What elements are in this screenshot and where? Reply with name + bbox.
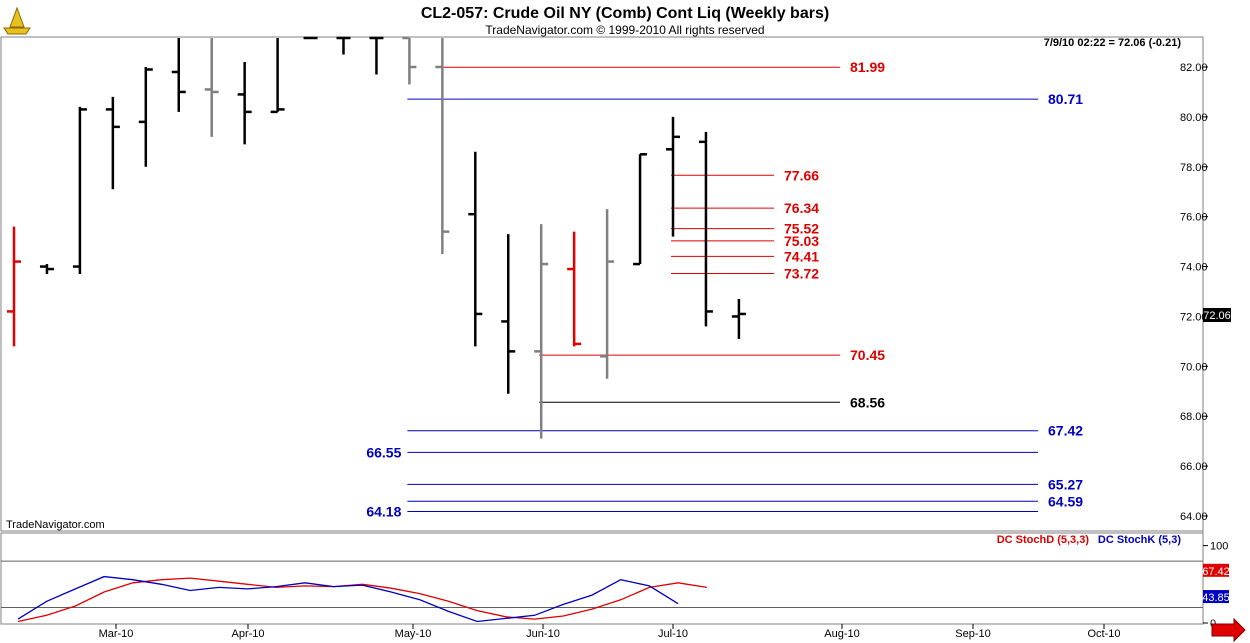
level-label: 77.66: [784, 167, 819, 183]
level-label: 73.72: [784, 266, 819, 282]
price-bar: [7, 226, 21, 347]
logo: [3, 6, 31, 35]
x-tick-label: Sep-10: [955, 628, 990, 640]
level-label: 66.55: [366, 444, 401, 460]
x-tick-label: Aug-10: [824, 628, 859, 640]
stoch-d-line: [17, 577, 707, 623]
price-bar: [698, 131, 713, 327]
price-bar: [633, 153, 648, 266]
x-tick-label: Jul-10: [658, 628, 688, 640]
price-bar: [72, 106, 87, 275]
level-label: 74.41: [784, 248, 819, 264]
y-tick-label: 74.00: [1180, 262, 1208, 274]
level-label: 64.59: [1048, 493, 1083, 509]
price-bar: [534, 224, 549, 439]
scroll-right-arrow[interactable]: [1211, 617, 1246, 643]
price-bar: [204, 38, 219, 137]
y-tick-label: 70.00: [1180, 361, 1208, 373]
y-tick-label: 82.00: [1180, 62, 1208, 74]
price-axis: 82.00 80.00 78.00 76.00 74.00 72.00 70.00 68.00…: [1180, 62, 1208, 523]
price-bar: [270, 38, 285, 114]
level-label: 75.52: [784, 221, 819, 237]
ship-wheel-icon: [3, 6, 31, 35]
stoch-k-tag-value: 43.85: [1202, 592, 1230, 604]
stoch-k-line: [17, 575, 679, 623]
y-tick-label: 76.00: [1180, 212, 1208, 224]
price-bar: [138, 67, 153, 167]
y-tick-label: 68.00: [1180, 411, 1208, 423]
price-bar: [336, 36, 351, 55]
x-tick-label: Mar-10: [99, 628, 134, 640]
level-label: 81.99: [850, 59, 885, 75]
stoch-d-tag-value: 67.42: [1202, 566, 1230, 578]
y-tick-label: 78.00: [1180, 162, 1208, 174]
price-bar: [369, 36, 384, 75]
level-label: 68.56: [850, 394, 885, 410]
level-label: 64.18: [366, 504, 401, 520]
price-tag-value: 72.06: [1203, 310, 1231, 322]
x-tick-label: Jun-10: [526, 628, 560, 640]
price-tag: 72.06: [1203, 308, 1231, 322]
level-label: 65.27: [1048, 476, 1083, 492]
level-label: 67.42: [1048, 423, 1083, 439]
y-tick-label: 66.00: [1180, 461, 1208, 473]
price-bar: [171, 38, 186, 112]
y-tick-label: 64.00: [1180, 511, 1208, 523]
level-label: 75.03: [784, 233, 819, 249]
last-quote: 7/9/10 02:22 = 72.06 (-0.21): [1044, 37, 1182, 49]
stoch-k-tag: [1203, 590, 1229, 604]
x-tick-label: May-10: [395, 628, 432, 640]
price-bar: [435, 38, 450, 255]
chart-subtitle: TradeNavigator.com © 1999-2010 All right…: [485, 23, 764, 37]
x-tick-label: Apr-10: [231, 628, 264, 640]
price-tag-box: [1203, 308, 1231, 322]
level-label: 70.45: [850, 347, 885, 363]
price-panel-frame: [0, 36, 1204, 532]
x-tick-label: Oct-10: [1087, 628, 1120, 640]
date-axis: Mar-10 Apr-10 May-10 Jun-10 Jul-10 Aug-10 Sep-…: [99, 624, 1121, 640]
price-bar: [468, 151, 483, 347]
price-bar: [501, 234, 516, 394]
price-bar: [402, 36, 417, 85]
price-bar: [105, 96, 120, 190]
price-bars: [7, 36, 746, 439]
legend-stoch-d: DC StochD (5,3,3): [997, 534, 1090, 546]
stoch-tick-label: 100: [1210, 541, 1228, 553]
y-tick-label: 72.00: [1180, 311, 1208, 323]
price-bar: [237, 62, 252, 145]
level-label: 76.34: [784, 200, 819, 216]
price-bar: [600, 209, 615, 379]
watermark: TradeNavigator.com: [6, 519, 105, 531]
level-label: 80.71: [1048, 91, 1083, 107]
stoch-d-tag: [1203, 563, 1229, 577]
chart-title: CL2-057: Crude Oil NY (Comb) Cont Liq (W…: [421, 5, 829, 22]
legend-stoch-k: DC StochK (5,3): [1098, 534, 1181, 546]
price-bar: [567, 231, 582, 347]
y-tick-label: 80.00: [1180, 112, 1208, 124]
price-bar: [666, 116, 680, 237]
price-bar: [39, 264, 54, 275]
price-bar: [731, 298, 746, 339]
